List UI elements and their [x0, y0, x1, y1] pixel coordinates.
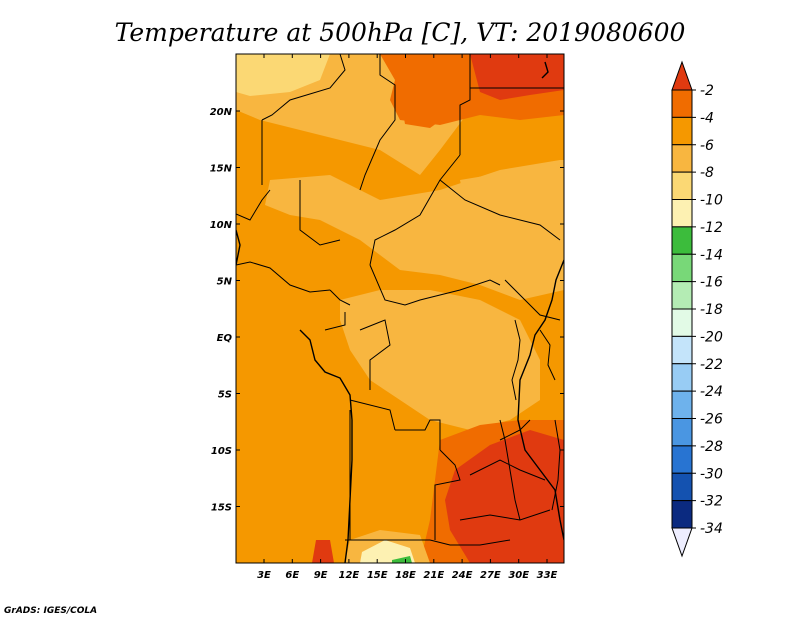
- colorbar-label: -24: [700, 384, 723, 400]
- y-tick-label: 10S: [211, 446, 232, 457]
- field-region-congo-basin: [340, 290, 540, 430]
- colorbar-swatch: [671, 308, 693, 337]
- y-tick-label: 5N: [217, 277, 233, 288]
- field-region-sahara-core: [236, 54, 330, 96]
- colorbar-label: -32: [700, 494, 723, 510]
- colorbar-swatch: [671, 226, 693, 255]
- colorbar-label: -34: [700, 521, 723, 537]
- x-axis: 3E 6E 9E 12E 15E 18E 21E 24E 27E 30E 33E: [257, 54, 558, 581]
- colorbar-swatch: [671, 253, 693, 283]
- colorbar-swatch: [671, 390, 693, 419]
- colorbar-label: -28: [700, 439, 723, 455]
- field-region-east: [460, 170, 564, 260]
- colorbar-swatch: [671, 199, 693, 228]
- colorbar-label: -16: [700, 275, 723, 291]
- colorbar-swatch: [671, 171, 693, 200]
- colorbar-under-triangle: [671, 527, 693, 558]
- colorbar-swatch: [671, 363, 693, 392]
- field-region-libya-spot: [400, 92, 455, 128]
- x-tick-label: 3E: [257, 570, 271, 581]
- x-tick-label: 15E: [367, 570, 388, 581]
- colorbar-swatch: [671, 445, 693, 474]
- colorbar-swatch: [671, 281, 693, 310]
- x-tick-label: 33E: [537, 570, 558, 581]
- colorbar-over-triangle: [671, 60, 693, 91]
- colorbar-swatch: [671, 89, 693, 118]
- colorbar-swatch: [671, 144, 693, 173]
- y-tick-label: EQ: [217, 333, 233, 344]
- colorbar: -2 -4 -6 -8 -10 -12 -14 -16 -18 -20 -22 -24 -26 -28 -3…: [671, 60, 723, 558]
- field-region-southwest-spot: [312, 540, 334, 563]
- y-tick-label: 15S: [211, 503, 232, 514]
- y-tick-label: 20N: [210, 107, 233, 118]
- x-tick-label: 21E: [423, 570, 444, 581]
- colorbar-label: -26: [700, 412, 723, 428]
- colorbar-swatch: [671, 418, 693, 447]
- x-tick-label: 30E: [508, 570, 529, 581]
- x-tick-label: 6E: [285, 570, 299, 581]
- y-axis: 20N 15N 10N 5N EQ 5S 10S 15S: [210, 107, 564, 514]
- colorbar-label: -8: [700, 165, 714, 181]
- credit-label: GrADS: IGES/COLA: [4, 606, 97, 616]
- chart-title: Temperature at 500hPa [C], VT: 201908060…: [115, 18, 686, 47]
- y-tick-label: 10N: [210, 220, 233, 231]
- x-tick-label: 18E: [395, 570, 416, 581]
- colorbar-label: -18: [700, 302, 723, 318]
- map-frame: [235, 53, 565, 564]
- colorbar-swatch: [671, 116, 693, 146]
- colorbar-label: -2: [700, 83, 714, 99]
- colorbar-label: -22: [700, 357, 723, 373]
- colorbar-label: -4: [700, 110, 714, 126]
- x-tick-label: 9E: [314, 570, 328, 581]
- country-boundaries: [236, 54, 564, 546]
- map-area: [236, 54, 564, 563]
- y-tick-label: 5S: [218, 390, 232, 401]
- colorbar-label: -12: [700, 220, 723, 236]
- colorbar-label: -10: [700, 193, 723, 209]
- field-region-southwest-green: [392, 556, 412, 563]
- x-tick-label: 12E: [339, 570, 360, 581]
- colorbar-label: -30: [700, 466, 723, 482]
- coastlines: [236, 61, 564, 563]
- x-tick-label: 27E: [480, 570, 501, 581]
- colorbar-label: -14: [700, 247, 723, 263]
- colorbar-label: -6: [700, 138, 714, 154]
- y-tick-label: 15N: [210, 164, 233, 175]
- colorbar-swatch: [671, 472, 693, 502]
- x-tick-label: 24E: [452, 570, 473, 581]
- colorbar-label: -20: [700, 329, 723, 345]
- colorbar-swatch: [671, 335, 693, 365]
- field-region-southwest-pale: [360, 540, 415, 563]
- colorbar-swatch: [671, 500, 693, 529]
